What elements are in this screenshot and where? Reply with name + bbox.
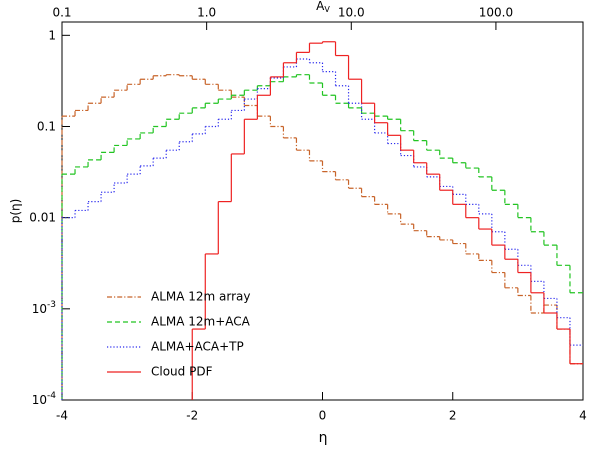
y-tick-label-exponent: -4: [47, 391, 56, 401]
step-series: [61, 74, 583, 400]
y-tick-label: 1: [48, 28, 56, 42]
y-tick-label: 0.1: [37, 119, 56, 133]
y-tick-label-base: 1: [48, 28, 56, 42]
x-tick-label: 4: [579, 409, 587, 423]
x-axis-label: η: [319, 430, 328, 446]
x2-axis-label: AV: [316, 0, 330, 14]
y-tick-label: 10-3: [32, 299, 56, 315]
step-series: [61, 58, 583, 400]
y-tick-label-base: 0.1: [37, 119, 56, 133]
y-tick-label-base: 10: [32, 393, 47, 407]
legend-label: ALMA 12m+ACA: [151, 315, 251, 329]
x2-tick-label: 100.0: [479, 6, 513, 20]
legend-label: ALMA 12m array: [151, 290, 251, 304]
x-tick-label: -4: [56, 409, 68, 423]
x2-axis-label-main: A: [316, 0, 325, 13]
x2-tick-label: 1.0: [197, 6, 216, 20]
y-tick-label-base: 10: [32, 301, 47, 315]
x-tick-label: 2: [449, 409, 457, 423]
y-tick-label: 0.01: [29, 210, 56, 224]
x2-axis-label-sub: V: [324, 5, 330, 14]
x2-tick-label: 0.1: [52, 6, 71, 20]
x2-tick-label: 10.0: [338, 6, 365, 20]
y-tick-label-base: 0.01: [29, 210, 56, 224]
step-series: [191, 41, 583, 400]
step-series: [61, 74, 583, 400]
y-axis-label: p(η): [9, 199, 23, 224]
legend-label: Cloud PDF: [151, 365, 213, 379]
legend-label: ALMA+ACA+TP: [151, 340, 244, 354]
x-tick-label: -2: [186, 409, 198, 423]
x-tick-label: 0: [319, 409, 327, 423]
y-tick-label-exponent: -3: [47, 299, 56, 309]
y-tick-label: 10-4: [32, 391, 57, 407]
